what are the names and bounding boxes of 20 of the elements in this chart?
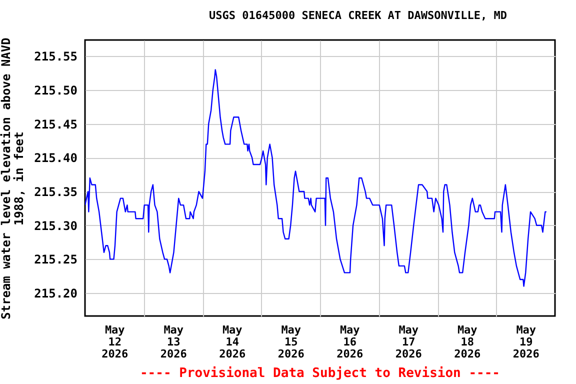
y-tick-label: 215.55	[34, 50, 78, 64]
x-tick-label: May 18 2026	[454, 324, 481, 360]
y-tick-label: 215.35	[34, 185, 78, 200]
chart-title: USGS 01645000 SENECA CREEK AT DAWSONVILLE, MD	[208, 9, 508, 22]
x-tick-label: May 15 2026	[278, 324, 305, 360]
line-series	[85, 69, 548, 287]
x-tick-label: May 16 2026	[336, 324, 364, 360]
x-tick-label: May 19 2026	[512, 324, 540, 360]
text: ---- Provisional Data Subject to Revision ----	[138, 366, 502, 381]
y-tick-label: 215.20	[34, 286, 78, 300]
x-tick-label: May 17 2026	[395, 324, 422, 360]
x-tick-label: May 13 2026	[160, 324, 188, 360]
x-tick-label: May 12 2026	[102, 324, 128, 360]
x-tick-label: May 14 2026	[219, 324, 246, 360]
y-tick-label: 215.40	[34, 151, 78, 166]
y-tick-label: 215.30	[34, 218, 78, 233]
y-tick-label: 215.50	[34, 84, 78, 98]
y-tick-label: 215.45	[34, 117, 78, 132]
y-tick-label: 215.25	[34, 252, 78, 267]
y-axis-title: Stream water level elevation above NAVD 1988, in feet	[0, 38, 26, 320]
